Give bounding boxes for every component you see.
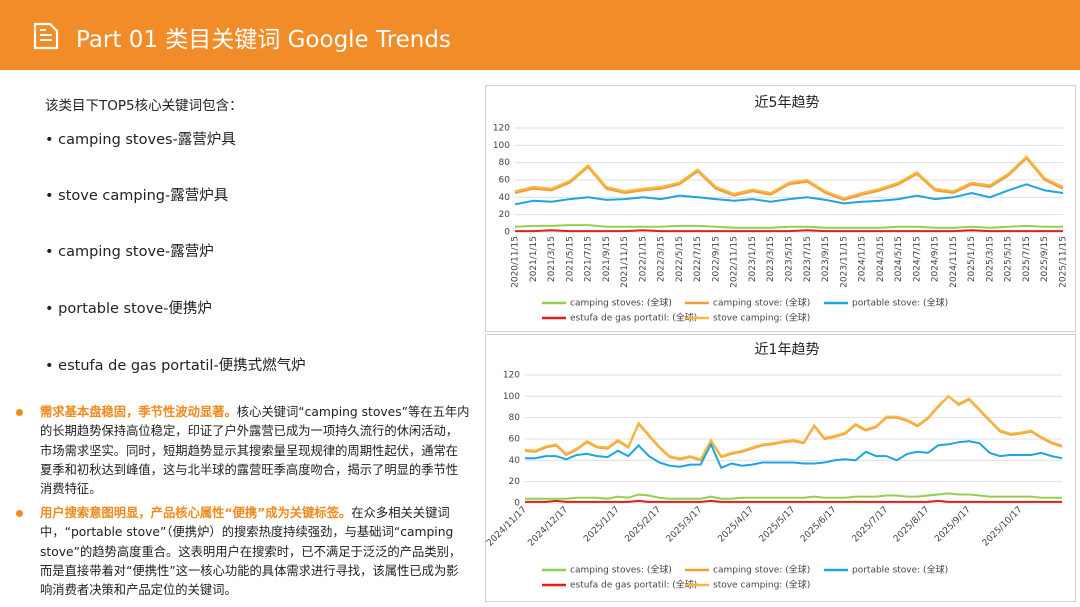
header-title: Part 01 类目关键词 Google Trends [76,27,451,53]
x-tick-label: 2024/3/15 [876,236,886,282]
x-tick-label: 2025/7/15 [1022,236,1032,282]
series-line [514,224,1063,229]
x-tick-label: 2024/1/15 [858,236,868,282]
legend-label: camping stoves: (全球) [570,564,672,576]
x-tick-label: 2025/11/15 [1059,236,1069,288]
keyword: • estufa de gas portatil-便携式燃气炉 [45,358,306,374]
x-tick-label: 2025/9/15 [1040,236,1050,282]
y-tick-label: 20 [509,477,521,487]
header: Part 01 类目关键词 Google Trends [0,0,1080,70]
finding-lead: 需求基本盘稳固，季节性波动显著。 [40,405,237,419]
legend-label: estufa de gas portatil: (全球) [570,579,697,591]
finding: 用户搜索意图明显，产品核心属性“便携”成为关键标签。在众多相关关键词中，“por… [40,504,470,600]
y-tick-label: 40 [499,193,511,203]
legend-label: stove camping: (全球) [713,312,810,324]
intro: 该类目下TOP5核心关键词包含： [45,98,243,114]
y-tick-label: 60 [509,435,521,445]
x-tick-label: 2022/7/15 [693,236,703,282]
x-tick-label: 2024/9/15 [931,236,941,282]
y-tick-label: 0 [504,228,510,238]
x-tick-label: 2023/11/15 [839,236,849,288]
legend-label: portable stove: (全球) [852,564,948,576]
legend-label: camping stove: (全球) [713,564,810,576]
x-tick-label: 2022/1/15 [638,236,648,282]
x-tick-label: 2021/11/15 [620,236,630,288]
finding-text: 在众多相关关键词中，“portable stove”（便携炉）的搜索热度持续强劲… [40,506,462,598]
x-tick-label: 2024/5/15 [894,236,904,282]
y-tick-label: 40 [509,456,521,466]
legend-label: stove camping: (全球) [713,579,810,591]
y-tick-label: 80 [499,158,511,168]
x-tick-label: 2022/3/15 [657,236,667,282]
y-tick-label: 120 [503,371,520,381]
x-tick-label: 2020/11/15 [511,236,521,288]
x-tick-label: 2023/7/15 [803,236,813,282]
chart-frame [485,334,1076,602]
x-tick-label: 2023/3/15 [766,236,776,282]
series-line [525,499,1062,503]
chart-frame [485,85,1076,332]
chart-title: 近5年趋势 [755,95,820,111]
bullet-dot [16,409,23,416]
legend-label: camping stoves: (全球) [570,297,672,309]
doc-icon [33,22,59,50]
series-line [524,395,1063,461]
x-tick-label: 2023/9/15 [821,236,831,282]
y-tick-label: 100 [503,392,520,402]
charts: 近5年趋势 0 20 40 60 80 100 120 2020/11/15 2021/1/15 2… [485,85,1076,602]
x-tick-label: 2023/5/15 [785,236,795,282]
series-line [514,155,1064,200]
series-line [515,229,1063,233]
keyword: • stove camping-露营炉具 [45,188,229,204]
series-line [514,183,1064,206]
legend-label: portable stove: (全球) [852,297,948,309]
keyword: • portable stove-便携炉 [45,301,212,317]
y-tick-label: 0 [514,499,520,509]
x-tick-label: 2022/11/15 [730,236,740,288]
x-tick-label: 2025/5/15 [1004,236,1014,282]
x-tick-label: 2021/9/15 [602,236,612,282]
x-tick-label: 2021/1/15 [529,236,539,282]
y-tick-label: 20 [499,210,511,220]
series-line [525,492,1062,500]
chart-title: 近1年趋势 [755,342,820,358]
keyword: • camping stove-露营炉 [45,244,214,260]
x-tick-label: 2022/5/15 [675,236,685,282]
x-tick-label: 2024/11/15 [949,236,959,288]
legend-label: estufa de gas portatil: (全球) [570,312,697,324]
x-tick-label: 2025/3/15 [985,236,995,282]
series-line [514,156,1064,201]
legend-label: camping stove: (全球) [713,297,810,309]
finding-text: 核心关键词“camping stoves”等在五年内的长期趋势保持高位稳定，印证… [40,405,470,497]
x-tick-label: 2021/3/15 [547,236,557,282]
y-tick-label: 60 [499,176,511,186]
x-tick-label: 2024/7/15 [912,236,922,282]
y-tick-label: 120 [493,124,510,134]
y-tick-label: 100 [493,141,510,151]
finding: 需求基本盘稳固，季节性波动显著。核心关键词“camping stoves”等在五… [40,403,470,499]
bullet-dot [16,510,23,517]
series-line [525,440,1063,470]
x-tick-label: 2021/5/15 [565,236,575,282]
keyword: • camping stoves-露营炉具 [45,132,236,148]
x-tick-label: 2021/7/15 [584,236,594,282]
y-tick-label: 80 [509,413,521,423]
x-tick-label: 2022/9/15 [711,236,721,282]
x-tick-label: 2023/1/15 [748,236,758,282]
x-tick-label: 2025/1/15 [967,236,977,282]
finding-lead: 用户搜索意图明显，产品核心属性“便携”成为关键标签。 [40,506,352,520]
